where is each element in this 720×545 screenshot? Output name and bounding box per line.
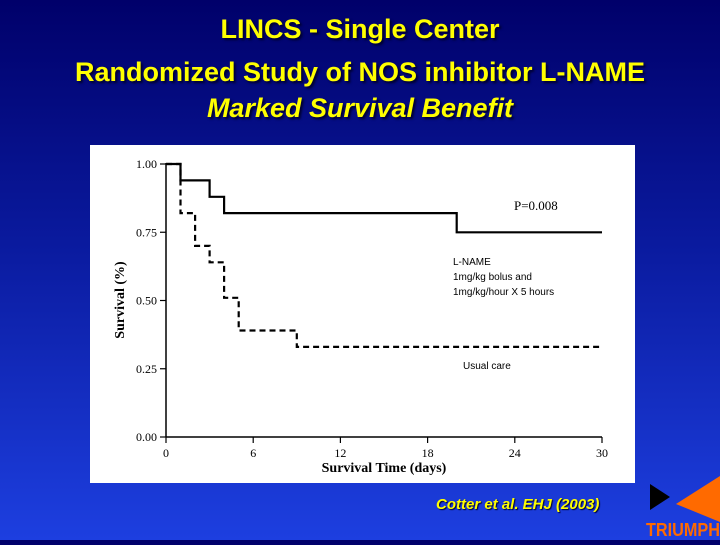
survival-chart: 0.00 0.25 0.50 0.75 1.00 0 6 12 18 24 30 Survival … [90, 145, 635, 483]
p-value-annotation: P=0.008 [514, 198, 558, 213]
survival-chart-svg: 0.00 0.25 0.50 0.75 1.00 0 6 12 18 24 30 Survival … [113, 157, 608, 476]
lname-annotation-line1: L-NAME [453, 257, 491, 268]
slide-title-line3: Marked Survival Benefit [206, 93, 514, 123]
series-line-usual-care [166, 162, 602, 348]
axis-ticks: 0.00 0.25 0.50 0.75 1.00 0 6 12 18 24 30 [136, 157, 608, 460]
y-tick-label: 1.00 [136, 157, 157, 171]
y-tick-label: 0.25 [136, 362, 157, 376]
y-tick-label: 0.00 [136, 430, 157, 444]
x-tick-label: 0 [163, 446, 169, 460]
y-axis-label: Survival (%) [113, 261, 128, 339]
x-tick-label: 12 [334, 446, 346, 460]
x-tick-label: 18 [422, 446, 434, 460]
x-tick-label: 24 [509, 446, 521, 460]
slide-title-line2: Randomized Study of NOS inhibitor L-NAME [75, 57, 645, 87]
x-tick-label: 6 [250, 446, 256, 460]
citation: Cotter et al. EHJ (2003) [436, 496, 600, 513]
y-tick-label: 0.50 [136, 294, 157, 308]
series-layer [166, 162, 602, 348]
lname-annotation-line2: 1mg/kg bolus and [453, 272, 532, 283]
lname-annotation-line3: 1mg/kg/hour X 5 hours [453, 287, 554, 298]
logo-text: TRIUMPH [646, 520, 720, 540]
y-tick-label: 0.75 [136, 225, 157, 239]
triumph-logo: TRIUMPH [640, 468, 720, 540]
usual-care-annotation: Usual care [463, 361, 511, 372]
slide-title-line1: LINCS - Single Center [220, 14, 500, 44]
x-tick-label: 30 [596, 446, 608, 460]
x-axis-label: Survival Time (days) [322, 461, 447, 476]
triumph-logo-icon: TRIUMPH [646, 476, 720, 540]
